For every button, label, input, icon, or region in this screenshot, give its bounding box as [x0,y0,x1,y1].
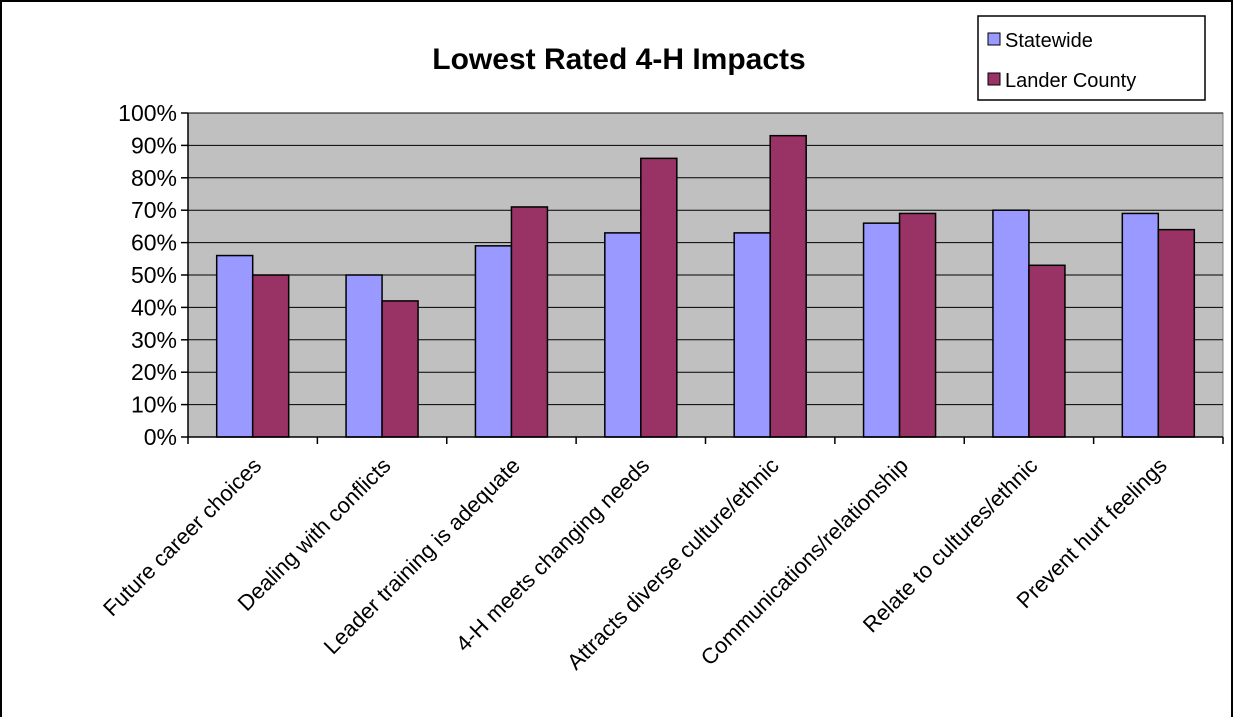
y-tick-label: 10% [131,392,177,418]
x-category-label: Communications/relationship [696,453,913,670]
y-tick-label: 80% [131,165,177,191]
legend-swatch-lander-county [987,72,1001,86]
bar-lander-county [381,300,419,438]
bar-lander-county [769,134,807,438]
bar-lander-county [898,212,937,438]
bar-lander-county [510,206,549,438]
bar-statewide [862,222,901,438]
bar-lander-county [1157,228,1196,438]
chart-title: Lowest Rated 4-H Impacts [432,43,805,76]
legend: Statewide Lander County [977,15,1206,101]
bar-statewide [215,254,254,438]
x-category-label: Attracts diverse culture/ethnic [562,453,784,675]
bar-statewide [992,209,1030,438]
bar-statewide [604,232,642,438]
legend-box [977,15,1206,101]
y-tick-label: 90% [131,132,177,158]
y-tick-labels: 0% 10% 20% 30% 40% 50% 60% 70% 80% 90% 100% [118,100,177,450]
bar-statewide [474,245,513,438]
bar-statewide [733,232,771,438]
y-tick-label: 100% [118,100,177,126]
bar-statewide [345,274,383,438]
legend-label-lander-county: Lander County [1005,70,1136,92]
y-tick-label: 50% [131,262,177,288]
bar-lander-county [1028,264,1066,438]
bar-statewide [1121,212,1160,438]
y-tick-label: 0% [144,424,177,450]
legend-swatch-statewide [987,32,1001,46]
bar-lander-county [640,157,678,438]
y-tick-label: 70% [131,197,177,223]
legend-label-statewide: Statewide [1005,30,1093,52]
bar-lander-county [251,274,290,438]
axes [181,112,1224,444]
y-tick-label: 20% [131,359,177,385]
y-tick-label: 40% [131,294,177,320]
y-tick-label: 60% [131,230,177,256]
y-tick-label: 30% [131,327,177,353]
